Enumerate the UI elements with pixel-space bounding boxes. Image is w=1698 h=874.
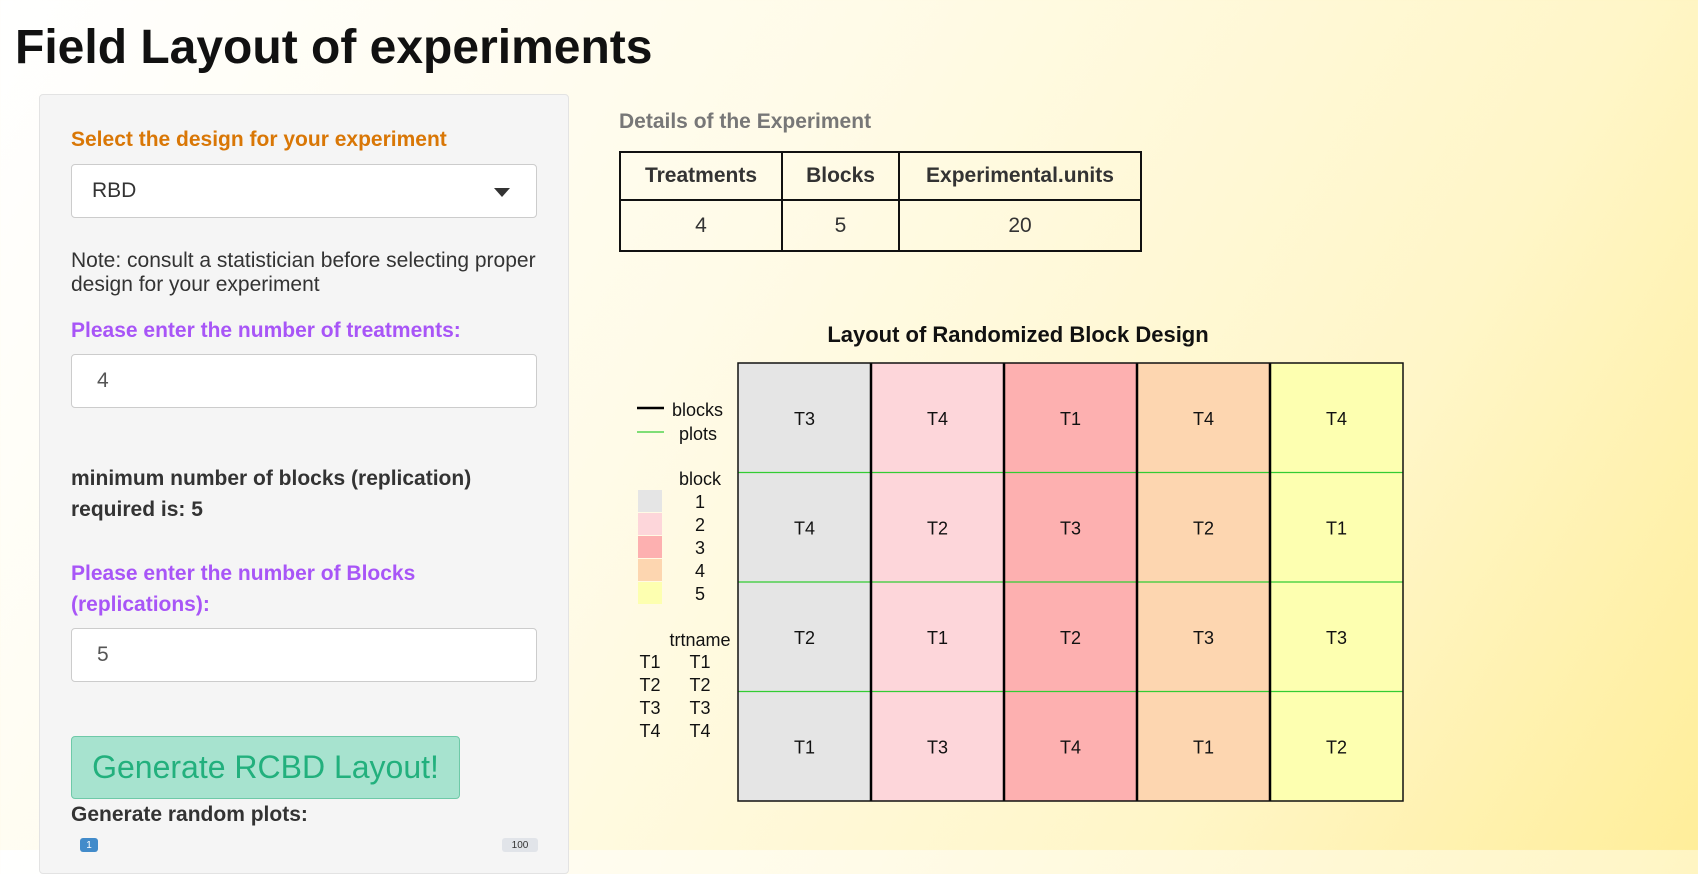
plot-cell-label: T4 xyxy=(927,409,948,429)
legend-block-level: 1 xyxy=(695,492,705,512)
plot-cell-label: T2 xyxy=(927,518,948,538)
plot-cell-label: T3 xyxy=(1193,628,1214,648)
header-treatments: Treatments xyxy=(619,151,783,201)
value-treatments: 4 xyxy=(619,199,783,252)
legend-trt-code: T2 xyxy=(639,675,660,695)
legend-block-title: block xyxy=(679,469,722,489)
plot-cell-label: T1 xyxy=(927,628,948,648)
legend-trt-code: T4 xyxy=(639,721,660,741)
legend-block-swatch xyxy=(638,513,662,535)
legend-block-swatch xyxy=(638,559,662,581)
treatments-input[interactable]: 4 xyxy=(71,354,537,408)
legend-block-swatch xyxy=(638,582,662,604)
plot-cell-label: T2 xyxy=(1326,737,1347,757)
plot-cell-label: T2 xyxy=(794,628,815,648)
plot-cell-label: T3 xyxy=(1060,518,1081,538)
plot-cell-label: T1 xyxy=(1193,737,1214,757)
plot-cell-label: T3 xyxy=(794,409,815,429)
slider-max-value: 100 xyxy=(502,838,538,852)
plot-cell-label: T3 xyxy=(1326,628,1347,648)
design-label: Select the design for your experiment xyxy=(71,128,447,151)
legend-block-swatch xyxy=(638,536,662,558)
plot-cell-label: T4 xyxy=(1060,737,1081,757)
slider-min-value[interactable]: 1 xyxy=(80,838,98,852)
plot-title: Layout of Randomized Block Design xyxy=(827,322,1209,347)
generate-layout-button[interactable]: Generate RCBD Layout! xyxy=(71,736,460,799)
legend-trt-code: T3 xyxy=(639,698,660,718)
plot-cell-label: T1 xyxy=(1060,409,1081,429)
details-value-row: 4 5 20 xyxy=(619,199,1142,252)
legend-block-level: 2 xyxy=(695,515,705,535)
design-note: Note: consult a statistician before sele… xyxy=(71,249,536,296)
layout-plot: T3 T4 T1 T4 T4 T4 T2 T3 T2 T1 T2 T1 T2 T3 T3 T1 T3 T4 T1 T2… xyxy=(637,362,1404,802)
blocks-label: Please enter the number of Blocks (repli… xyxy=(71,562,416,616)
legend-trt-name: T4 xyxy=(689,721,710,741)
treatments-label: Please enter the number of treatments: xyxy=(71,319,461,342)
header-experimental-units: Experimental.units xyxy=(898,151,1142,201)
legend-trt-name: T2 xyxy=(689,675,710,695)
legend-trt-title: trtname xyxy=(669,630,730,650)
legend-trt-name: T3 xyxy=(689,698,710,718)
grid-border xyxy=(737,362,1404,802)
legend-blocks-label: blocks xyxy=(672,400,723,420)
details-table: Treatments Blocks Experimental.units 4 5… xyxy=(619,151,1142,252)
min-blocks-text: minimum number of blocks (replication) r… xyxy=(71,467,472,521)
blocks-input[interactable]: 5 xyxy=(71,628,537,682)
legend-trt-name: T1 xyxy=(689,652,710,672)
caret-down-icon xyxy=(494,188,510,197)
details-title: Details of the Experiment xyxy=(619,110,872,133)
legend-block-level: 5 xyxy=(695,584,705,604)
design-select[interactable]: RBD xyxy=(71,164,537,218)
plot-cell-label: T2 xyxy=(1060,628,1081,648)
plot-cell-label: T4 xyxy=(1326,409,1347,429)
legend-plots-label: plots xyxy=(679,424,717,444)
plot-cell-label: T3 xyxy=(927,737,948,757)
plot-cell-label: T2 xyxy=(1193,518,1214,538)
header-blocks: Blocks xyxy=(781,151,900,201)
legend-block-level: 3 xyxy=(695,538,705,558)
plot-cell-label: T1 xyxy=(1326,518,1347,538)
legend-trt-code: T1 xyxy=(639,652,660,672)
legend-block-level: 4 xyxy=(695,561,705,581)
plot-cell-label: T1 xyxy=(794,737,815,757)
details-header-row: Treatments Blocks Experimental.units xyxy=(619,151,1142,201)
value-experimental-units: 20 xyxy=(898,199,1142,252)
value-blocks: 5 xyxy=(781,199,900,252)
plot-cell-label: T4 xyxy=(1193,409,1214,429)
design-select-value: RBD xyxy=(92,179,137,202)
legend-block-swatch xyxy=(638,490,662,512)
page-title: Field Layout of experiments xyxy=(15,21,653,74)
random-plots-label: Generate random plots: xyxy=(71,803,308,826)
plot-cell-label: T4 xyxy=(794,518,815,538)
